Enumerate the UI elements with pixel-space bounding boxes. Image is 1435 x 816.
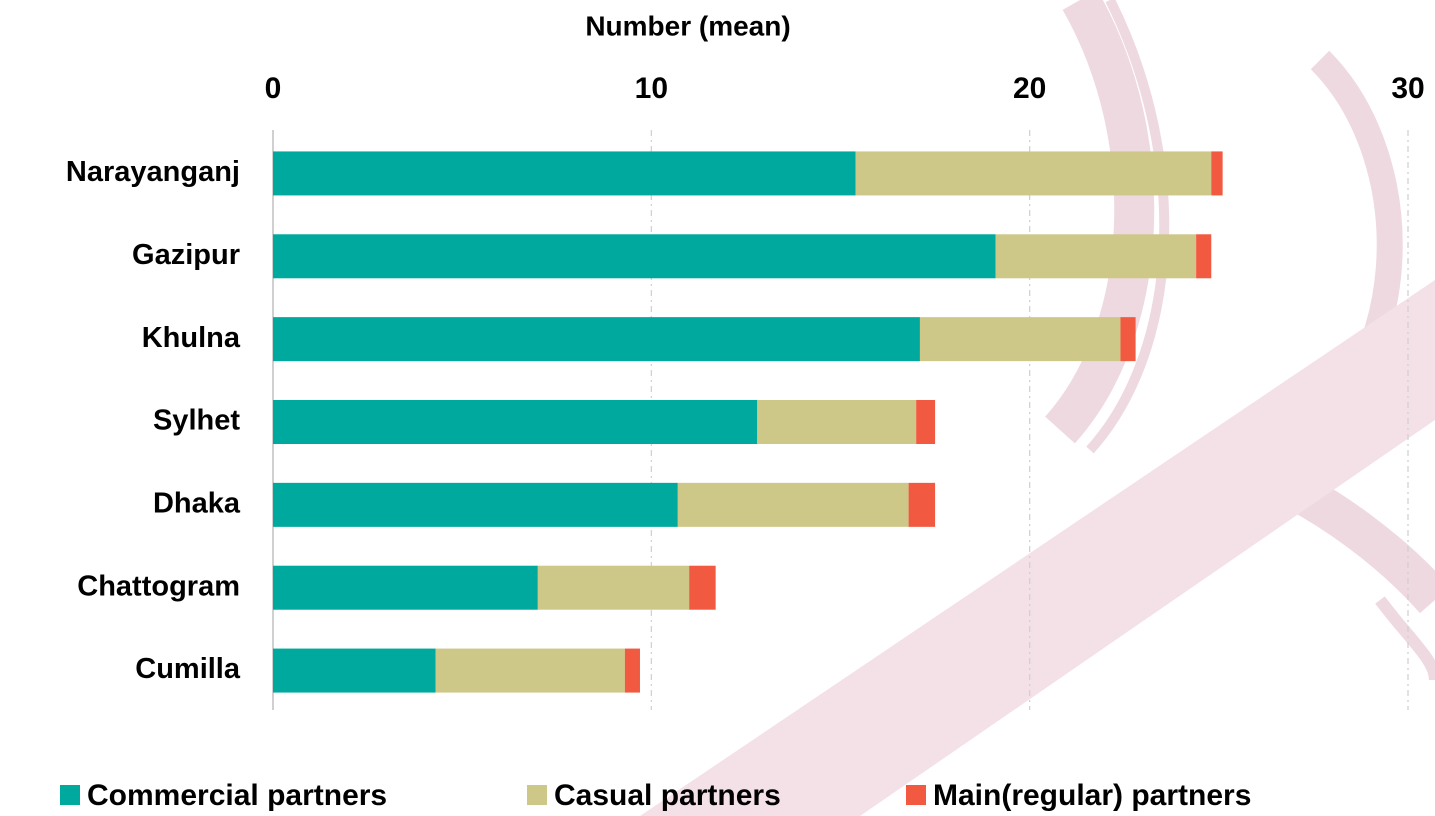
legend-label: Main(regular) partners <box>933 779 1251 812</box>
y-tick-label: Gazipur <box>132 239 240 271</box>
bar-segment <box>273 234 996 278</box>
x-tick-label: 20 <box>1013 72 1046 105</box>
bar-segment <box>856 151 1212 195</box>
y-tick-label: Dhaka <box>153 488 241 520</box>
axis-title: Number (mean) <box>585 10 790 41</box>
legend-swatch <box>906 785 926 805</box>
bar-segment <box>920 317 1121 361</box>
bar-segment <box>909 483 935 527</box>
bar-segment <box>916 400 935 444</box>
bar-segment <box>538 566 689 610</box>
y-tick-label: Cumilla <box>135 653 241 685</box>
bar-segment <box>1120 317 1135 361</box>
bar-segment <box>273 649 436 693</box>
bar-segment <box>273 317 920 361</box>
bar-segment <box>273 566 538 610</box>
legend-label: Commercial partners <box>87 779 387 812</box>
bar-segment <box>273 400 757 444</box>
bar-segment <box>436 649 625 693</box>
legend-swatch <box>527 785 547 805</box>
bar-segment <box>1211 151 1222 195</box>
y-tick-label: Chattogram <box>77 570 240 602</box>
bar-segment <box>689 566 715 610</box>
chart: Number (mean) 0 10 20 30 Narayanganj Gazipur K… <box>0 0 1435 816</box>
bar-segment <box>273 151 856 195</box>
bar-segment <box>996 234 1197 278</box>
bar-segment <box>625 649 640 693</box>
bar-segment <box>678 483 909 527</box>
bar-segment <box>273 483 678 527</box>
y-tick-label: Sylhet <box>153 405 240 437</box>
legend-swatch <box>60 785 80 805</box>
y-tick-label: Narayanganj <box>66 156 240 188</box>
y-tick-label: Khulna <box>142 322 241 354</box>
x-tick-label: 30 <box>1391 72 1424 105</box>
bar-segment <box>1196 234 1211 278</box>
bar-segment <box>757 400 916 444</box>
legend-label: Casual partners <box>554 779 781 812</box>
x-tick-label: 0 <box>265 72 282 105</box>
x-tick-label: 10 <box>635 72 668 105</box>
